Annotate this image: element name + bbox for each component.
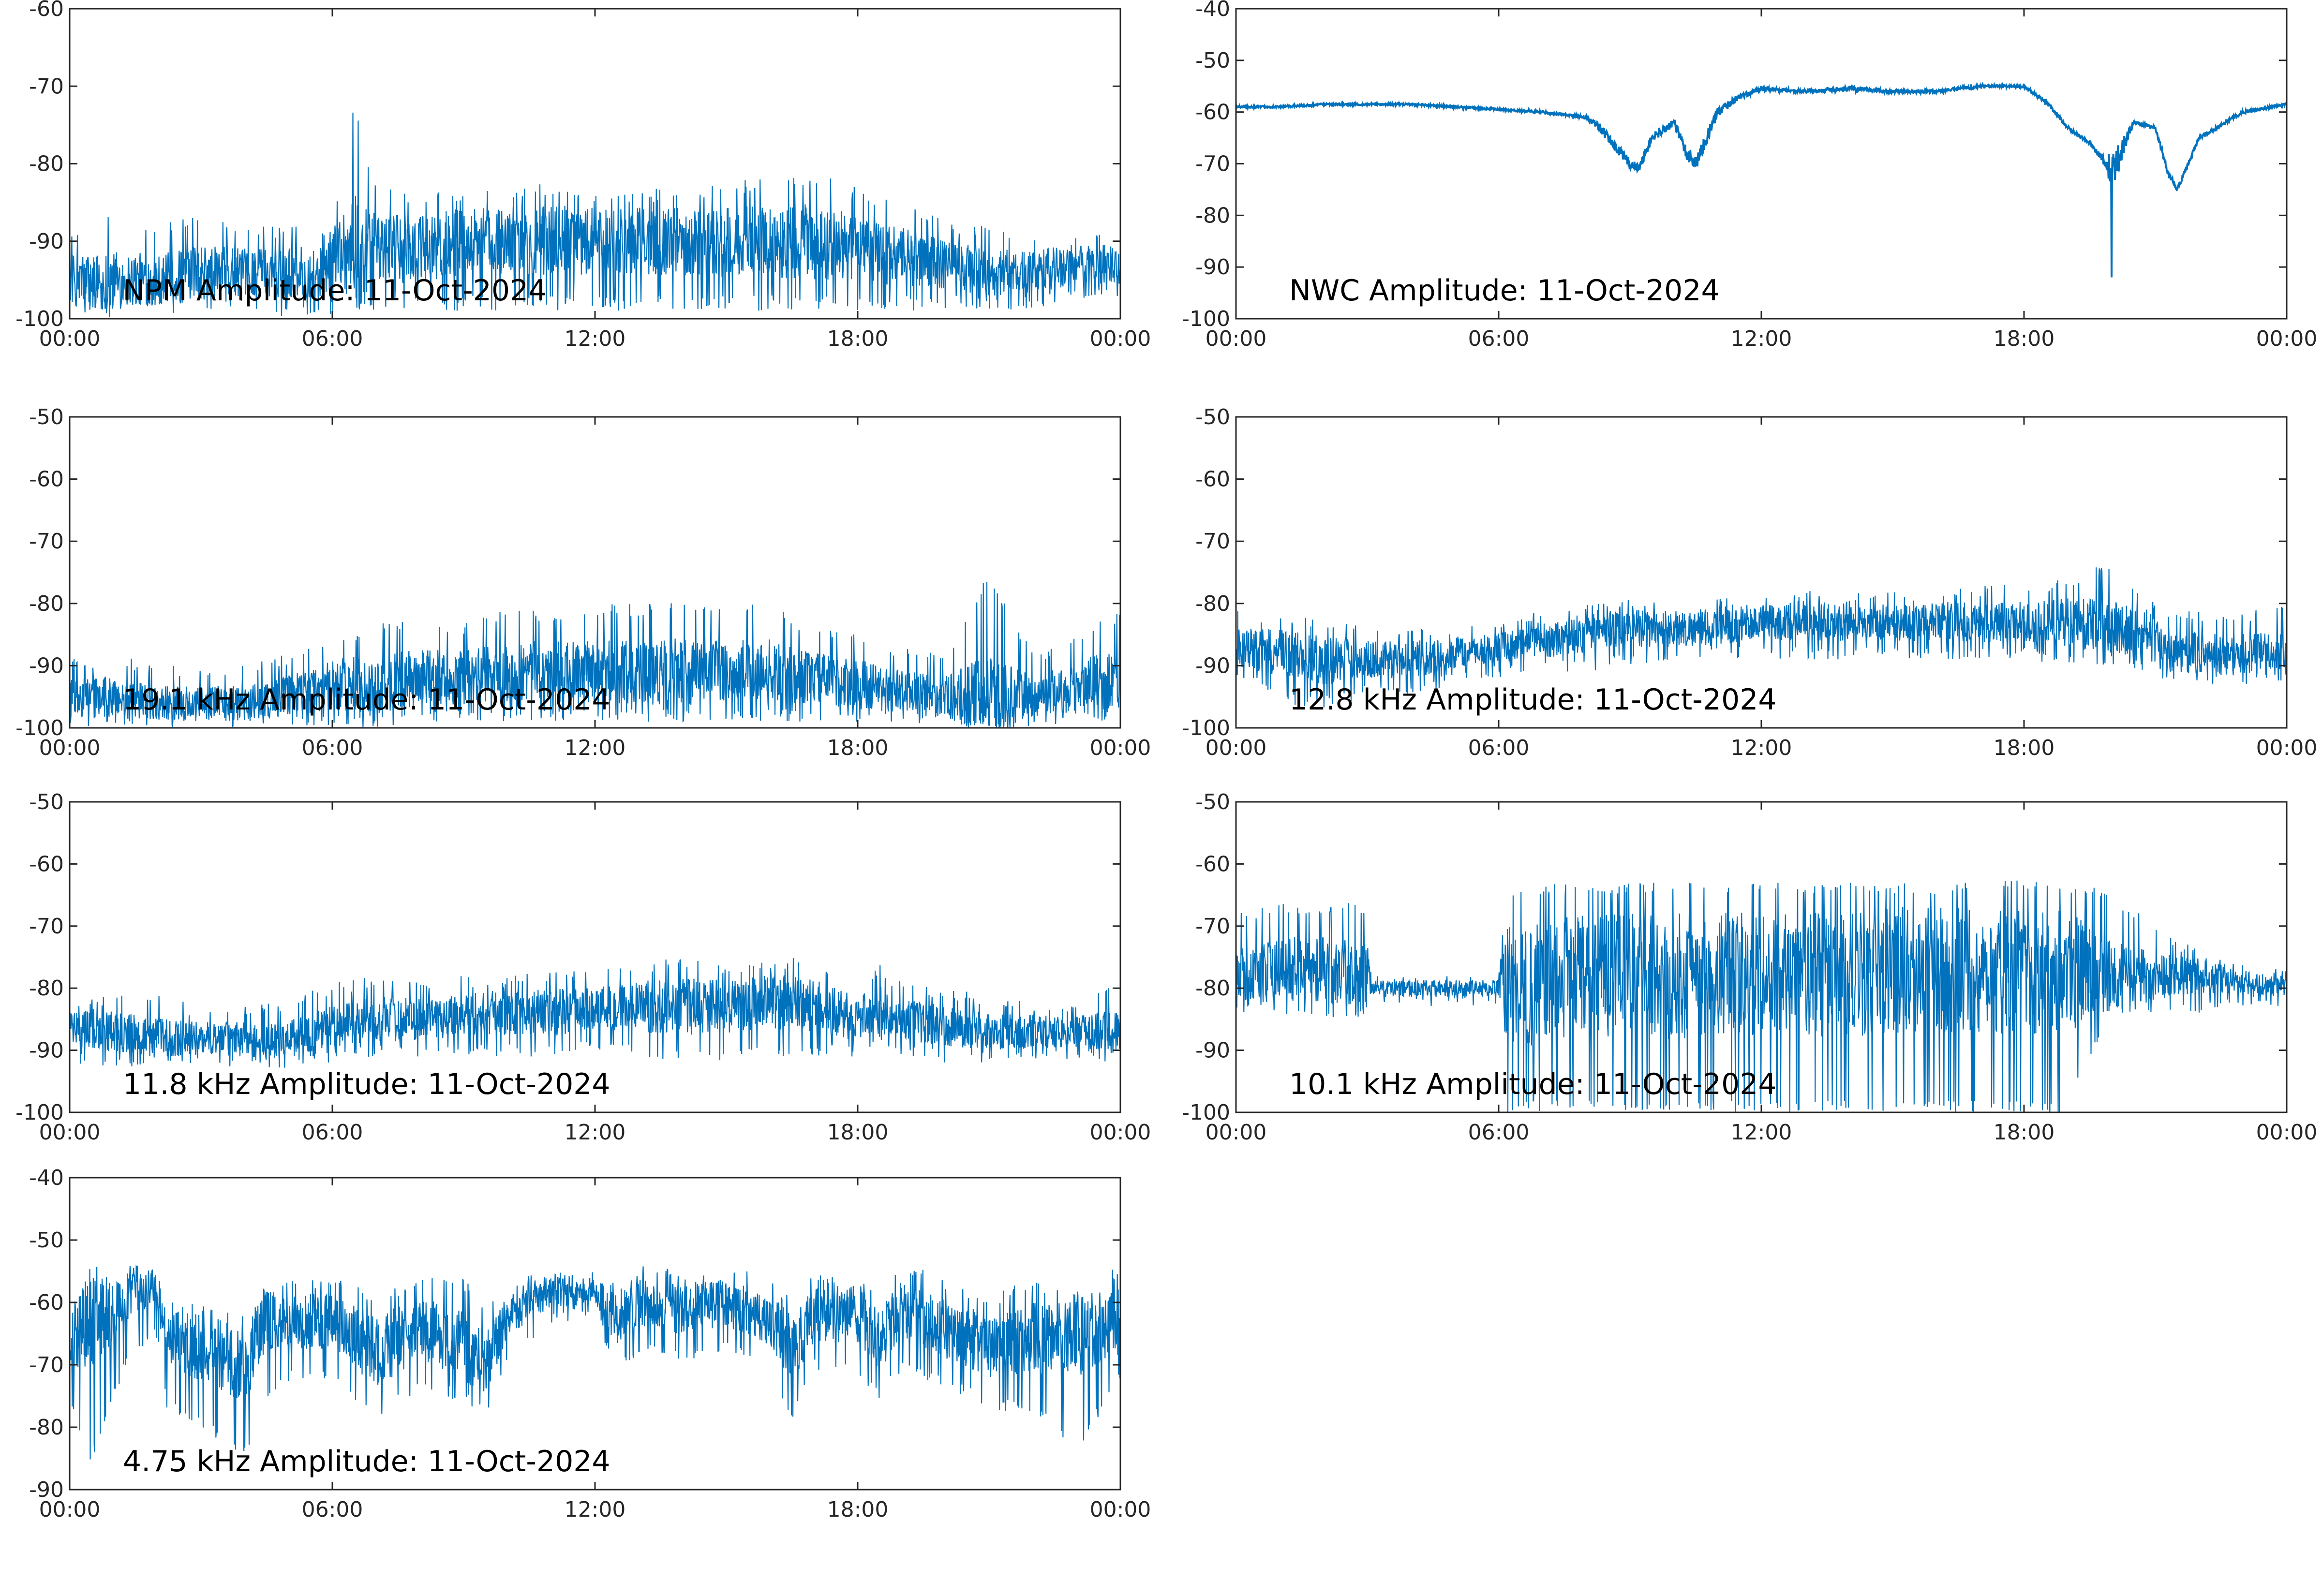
x-tick-label: 00:00 [2256,326,2318,351]
y-tick-label: -50 [1195,48,1230,73]
x-tick-label: 00:00 [39,326,101,351]
series-line-khz475 [70,1264,1120,1460]
y-tick-label: -80 [29,152,64,177]
chart-panel-khz101: 00:00 06:00 12:00 18:00 00:00-100-90-80-70-6… [1182,790,2317,1145]
chart-title: 19.1 kHz Amplitude: 11-Oct-2024 [123,683,610,717]
y-tick-label: -70 [1195,152,1230,177]
x-tick-label: 06:00 [1468,1120,1530,1145]
x-tick-label: 18:00 [827,1497,889,1522]
chart-panel-khz191: 00:00 06:00 12:00 18:00 00:00-100-90-80-70-6… [15,405,1151,760]
y-tick-label: -60 [1195,467,1230,492]
x-tick-label: 18:00 [1994,326,2055,351]
y-tick-label: -100 [15,1100,64,1125]
y-tick-label: -50 [29,405,64,429]
chart-panel-khz475: 00:00 06:00 12:00 18:00 00:00-90-80-70-60-50… [29,1166,1151,1522]
x-tick-label: 12:00 [565,326,626,351]
x-tick-label: 00:00 [1090,1120,1151,1145]
y-tick-label: -70 [29,1353,64,1377]
y-tick-label: -80 [29,976,64,1001]
chart-title: NPM Amplitude: 11-Oct-2024 [123,274,547,308]
series-line-npm [70,112,1120,317]
series-line-nwc [1236,81,2287,278]
y-tick-label: -80 [1195,203,1230,228]
x-tick-label: 00:00 [1206,326,1267,351]
y-tick-label: -90 [1195,653,1230,678]
y-tick-label: -100 [1182,716,1230,740]
y-tick-label: -60 [1195,100,1230,125]
y-tick-label: -70 [29,914,64,939]
x-tick-label: 06:00 [1468,326,1530,351]
x-tick-label: 06:00 [302,326,363,351]
x-tick-label: 12:00 [565,736,626,760]
y-tick-label: -60 [29,0,64,21]
x-tick-label: 06:00 [1468,736,1530,760]
x-tick-label: 18:00 [827,326,889,351]
x-tick-label: 00:00 [1206,1120,1267,1145]
chart-panel-npm: 00:00 06:00 12:00 18:00 00:00-100-90-80-70-6… [15,0,1151,351]
y-tick-label: -40 [29,1166,64,1190]
x-tick-label: 00:00 [1090,736,1151,760]
series-line-khz118 [70,958,1120,1068]
x-tick-label: 18:00 [827,736,889,760]
x-tick-label: 18:00 [1994,1120,2055,1145]
y-tick-label: -40 [1195,0,1230,21]
x-tick-label: 06:00 [302,1120,363,1145]
y-tick-label: -70 [29,529,64,554]
y-tick-label: -80 [1195,976,1230,1001]
y-tick-label: -100 [15,307,64,331]
x-tick-label: 00:00 [39,1497,101,1522]
y-tick-label: -60 [29,467,64,492]
chart-title: 4.75 kHz Amplitude: 11-Oct-2024 [123,1445,610,1478]
x-tick-label: 12:00 [1731,326,1792,351]
x-tick-label: 12:00 [565,1120,626,1145]
y-tick-label: -70 [1195,529,1230,554]
y-tick-label: -50 [29,1228,64,1253]
y-tick-label: -50 [1195,790,1230,814]
chart-title: 11.8 kHz Amplitude: 11-Oct-2024 [123,1067,610,1101]
y-tick-label: -80 [29,591,64,616]
y-tick-label: -90 [29,1478,64,1502]
x-tick-label: 12:00 [1731,736,1792,760]
y-tick-label: -60 [29,1290,64,1315]
series-line-khz101 [1236,880,2287,1112]
y-tick-label: -50 [1195,405,1230,429]
chart-title: 10.1 kHz Amplitude: 11-Oct-2024 [1289,1067,1777,1101]
y-tick-label: -50 [29,790,64,814]
y-tick-label: -90 [29,653,64,678]
y-tick-label: -90 [1195,255,1230,280]
x-tick-label: 12:00 [1731,1120,1792,1145]
x-tick-label: 00:00 [39,736,101,760]
x-tick-label: 18:00 [1994,736,2055,760]
chart-title: 12.8 kHz Amplitude: 11-Oct-2024 [1289,683,1777,717]
x-tick-label: 00:00 [2256,736,2318,760]
chart-panel-khz118: 00:00 06:00 12:00 18:00 00:00-100-90-80-70-6… [15,790,1151,1145]
x-tick-label: 00:00 [1090,326,1151,351]
chart-panel-khz128: 00:00 06:00 12:00 18:00 00:00-100-90-80-70-6… [1182,405,2317,760]
x-tick-label: 06:00 [302,1497,363,1522]
series-line-khz191 [70,581,1120,728]
y-tick-label: -90 [29,1038,64,1063]
x-tick-label: 06:00 [302,736,363,760]
y-tick-label: -80 [1195,591,1230,616]
x-tick-label: 00:00 [2256,1120,2318,1145]
chart-title: NWC Amplitude: 11-Oct-2024 [1289,274,1720,308]
y-tick-label: -100 [15,716,64,740]
y-tick-label: -60 [29,852,64,876]
chart-panel-nwc: 00:00 06:00 12:00 18:00 00:00-100-90-80-70-6… [1182,0,2317,351]
x-tick-label: 00:00 [39,1120,101,1145]
y-tick-label: -100 [1182,1100,1230,1125]
y-tick-label: -80 [29,1415,64,1440]
x-tick-label: 12:00 [565,1497,626,1522]
series-line-khz128 [1236,567,2287,708]
x-tick-label: 00:00 [1090,1497,1151,1522]
x-tick-label: 00:00 [1206,736,1267,760]
x-tick-label: 18:00 [827,1120,889,1145]
y-tick-label: -90 [29,229,64,254]
y-tick-label: -100 [1182,307,1230,331]
y-tick-label: -70 [1195,914,1230,939]
y-tick-label: -90 [1195,1038,1230,1063]
y-tick-label: -60 [1195,852,1230,876]
y-tick-label: -70 [29,74,64,99]
